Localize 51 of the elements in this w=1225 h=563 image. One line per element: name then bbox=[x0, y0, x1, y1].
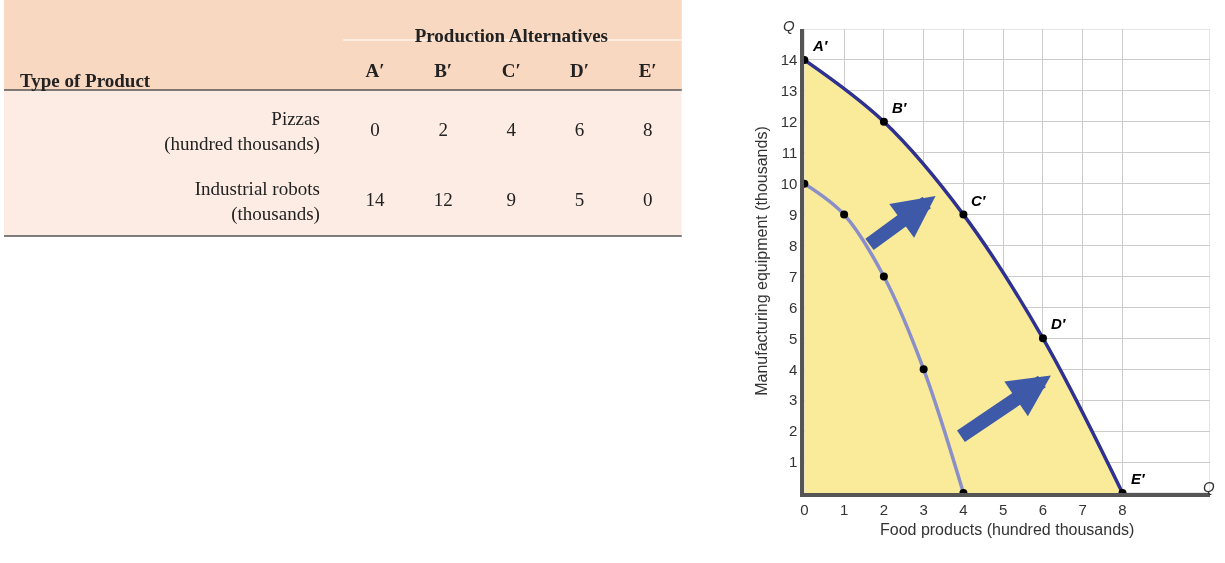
x-tick-label: D′ bbox=[569, 60, 590, 82]
data-label: 0 bbox=[370, 118, 380, 140]
data-label: 8 bbox=[642, 118, 653, 140]
x-tick-label: 0 bbox=[800, 501, 809, 518]
annotation: E′ bbox=[1131, 470, 1146, 487]
x-tick-label: 8 bbox=[1118, 501, 1127, 518]
x-tick-label: C′ bbox=[501, 60, 521, 82]
data-label: 9 bbox=[506, 188, 517, 210]
x-tick-label: 4 bbox=[959, 501, 968, 518]
data-label: 2 bbox=[438, 118, 448, 140]
annotation: B′ bbox=[892, 99, 908, 116]
y-tick-label: 7 bbox=[789, 267, 798, 285]
x-tick-label: E′ bbox=[638, 60, 657, 82]
y-tick-label: Industrial robots (thousands) bbox=[194, 178, 320, 225]
y-tick-label: 2 bbox=[789, 422, 798, 440]
data-label: 6 bbox=[574, 118, 585, 140]
y-axis-title: Type of Product bbox=[20, 70, 151, 91]
y-tick-label: 8 bbox=[789, 236, 798, 254]
y-tick-label: 3 bbox=[789, 391, 798, 409]
data-label: 14 bbox=[365, 188, 385, 210]
x-tick-label: 5 bbox=[999, 501, 1008, 518]
x-tick-label: 1 bbox=[839, 501, 849, 518]
y-tick-label: 6 bbox=[789, 298, 798, 316]
y-tick-label: 13 bbox=[780, 82, 798, 100]
y-tick-label: 9 bbox=[789, 205, 798, 223]
y-tick-label: 11 bbox=[781, 143, 798, 161]
y-axis-title: Manufacturing equipment (thousands) bbox=[753, 126, 771, 396]
y-tick-label: 4 bbox=[789, 360, 798, 378]
x-axis-title: Production Alternatives bbox=[414, 25, 608, 47]
text: Q bbox=[783, 17, 795, 34]
x-tick-label: B′ bbox=[434, 60, 453, 82]
y-tick-label: 5 bbox=[789, 329, 798, 347]
annotation: A′ bbox=[812, 37, 829, 54]
x-tick-label: 2 bbox=[879, 501, 889, 518]
data-label: 4 bbox=[506, 118, 517, 140]
x-tick-label: 3 bbox=[919, 501, 928, 518]
x-tick-label: A′ bbox=[365, 60, 385, 82]
y-tick-label: 1 bbox=[789, 453, 798, 471]
y-tick-label: Pizzas (hundred thousands) bbox=[164, 108, 320, 155]
x-tick-label: 7 bbox=[1078, 501, 1087, 518]
y-tick-label: 14 bbox=[780, 51, 798, 69]
x-tick-label: 6 bbox=[1038, 501, 1048, 518]
y-tick-label: 12 bbox=[780, 113, 798, 131]
data-label: 12 bbox=[433, 188, 453, 210]
y-tick-label: 10 bbox=[780, 174, 798, 192]
annotation: D′ bbox=[1051, 315, 1067, 332]
data-label: 5 bbox=[574, 188, 585, 210]
annotation: C′ bbox=[971, 192, 987, 209]
data-label: 0 bbox=[642, 188, 653, 210]
annotation: Q bbox=[1203, 478, 1215, 495]
x-axis-title: Food products (hundred thousands) bbox=[879, 521, 1135, 539]
